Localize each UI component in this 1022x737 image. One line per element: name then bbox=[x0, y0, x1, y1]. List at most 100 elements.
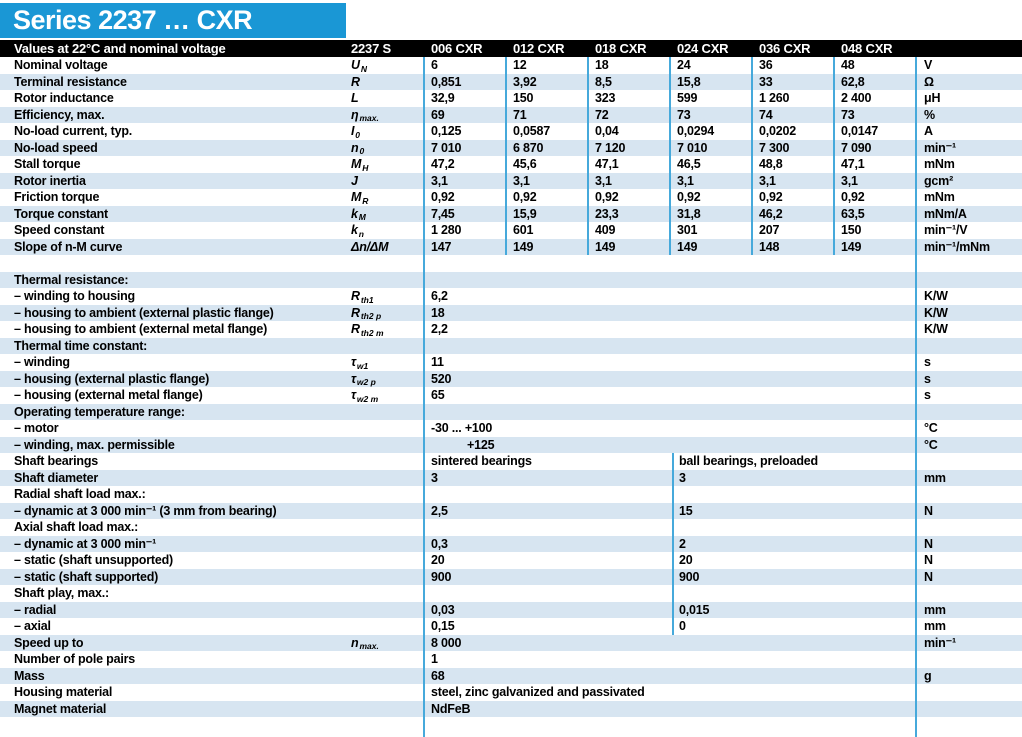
table-header-row: Values at 22°C and nominal voltage 2237 … bbox=[0, 40, 1022, 57]
row-symbol: Rth2 m bbox=[345, 321, 424, 338]
row-symbol bbox=[345, 437, 424, 454]
row-value: 6 bbox=[431, 58, 438, 72]
row-unit: % bbox=[924, 107, 935, 122]
table-row: Axial shaft load max.: bbox=[0, 519, 1022, 536]
row-value: steel, zinc galvanized and passivated bbox=[431, 685, 645, 699]
row-value: 32,9 bbox=[431, 91, 455, 105]
row-value: 18 bbox=[431, 305, 445, 320]
row-label: Axial shaft load max.: bbox=[14, 520, 139, 534]
row-value: 3,1 bbox=[759, 173, 776, 188]
row-value: 6 870 bbox=[513, 140, 544, 155]
row-unit: K/W bbox=[924, 289, 948, 303]
row-value: 7 010 bbox=[677, 140, 708, 155]
column-divider-line bbox=[669, 57, 671, 255]
spacer-row bbox=[0, 717, 1022, 737]
symbol-base: M bbox=[351, 190, 362, 204]
row-value: 3,1 bbox=[513, 173, 530, 188]
row-value: 47,1 bbox=[595, 157, 619, 171]
row-symbol bbox=[345, 701, 424, 718]
row-label: – housing to ambient (external plastic f… bbox=[14, 305, 274, 320]
row-label: Rotor inductance bbox=[14, 91, 114, 105]
row-unit: °C bbox=[924, 437, 938, 452]
row-value-ball: 900 bbox=[679, 569, 700, 584]
row-symbol bbox=[345, 684, 424, 701]
row-unit: A bbox=[924, 124, 933, 138]
row-value: 0,92 bbox=[841, 190, 865, 204]
row-value: 520 bbox=[431, 371, 452, 386]
row-symbol bbox=[345, 338, 424, 355]
row-label: Shaft diameter bbox=[14, 470, 99, 485]
row-value: 0,0147 bbox=[841, 124, 879, 138]
row-value: 48,8 bbox=[759, 157, 783, 171]
row-symbol bbox=[345, 486, 424, 503]
row-symbol bbox=[345, 453, 424, 470]
row-unit: min⁻¹ bbox=[924, 635, 956, 650]
row-value: 45,6 bbox=[513, 157, 537, 171]
row-value: 0,92 bbox=[595, 190, 619, 204]
symbol-base: Δn/ΔM bbox=[351, 239, 389, 254]
row-value: 2,2 bbox=[431, 322, 448, 336]
symbol-subscript: max. bbox=[359, 641, 379, 651]
row-symbol: Rth1 bbox=[345, 288, 424, 305]
row-label: – dynamic at 3 000 min⁻¹ bbox=[14, 536, 157, 551]
row-label: – radial bbox=[14, 602, 57, 617]
column-divider-line bbox=[751, 57, 753, 255]
row-symbol: τw1 bbox=[345, 354, 424, 371]
row-value: 1 260 bbox=[759, 91, 790, 105]
row-symbol: kn bbox=[345, 222, 424, 239]
row-symbol: Δn/ΔM bbox=[345, 239, 424, 256]
row-label: Magnet material bbox=[14, 701, 107, 716]
row-unit: K/W bbox=[924, 322, 948, 336]
row-label: Rotor inertia bbox=[14, 173, 86, 188]
symbol-subscript: w2 p bbox=[356, 377, 376, 387]
table-row: Stall torque MH 47,2 45,6 47,1 46,5 48,8 47,1 mN… bbox=[0, 156, 1022, 173]
row-label: Torque constant bbox=[14, 206, 108, 221]
row-unit: mm bbox=[924, 470, 946, 485]
table-row: Nominal voltage UN 6 12 18 24 36 48 V bbox=[0, 57, 1022, 74]
row-unit: mNm/A bbox=[924, 206, 967, 221]
symbol-subscript: 0 bbox=[355, 129, 361, 140]
row-label: Efficiency, max. bbox=[14, 107, 105, 122]
row-value: 0,92 bbox=[759, 190, 783, 204]
symbol-subscript: M bbox=[358, 212, 366, 222]
row-value: 0,92 bbox=[677, 190, 701, 204]
table-row: Magnet material NdFeB bbox=[0, 700, 1022, 718]
row-value: 0,125 bbox=[431, 124, 462, 138]
symbol-subscript: N bbox=[360, 63, 367, 74]
row-value: +125 bbox=[467, 437, 495, 452]
row-label: – housing (external metal flange) bbox=[14, 388, 203, 402]
table-row: Rotor inductance L 32,9 150 323 599 1 260 2 400… bbox=[0, 90, 1022, 107]
row-value: 150 bbox=[513, 91, 534, 105]
row-value: 149 bbox=[513, 239, 534, 254]
symbol-base: n bbox=[351, 635, 359, 650]
row-value: -30 ... +100 bbox=[431, 421, 493, 435]
header-variant-018: 018 CXR bbox=[595, 41, 647, 56]
row-symbol: R bbox=[345, 74, 424, 91]
row-label: Nominal voltage bbox=[14, 58, 108, 72]
symbol-base: U bbox=[351, 58, 360, 72]
row-label: No-load speed bbox=[14, 140, 98, 155]
row-value-sintered: 0,15 bbox=[431, 619, 455, 633]
row-value: 599 bbox=[677, 91, 698, 105]
row-value: 1 bbox=[431, 652, 438, 666]
row-symbol: I0 bbox=[345, 123, 424, 140]
table-row: Radial shaft load max.: bbox=[0, 486, 1022, 503]
row-label: Slope of n-M curve bbox=[14, 239, 123, 254]
row-value: 149 bbox=[841, 239, 862, 254]
row-value: 601 bbox=[513, 223, 534, 237]
row-value: 8 000 bbox=[431, 635, 462, 650]
row-label: – winding, max. permissible bbox=[14, 437, 175, 452]
row-symbol: MR bbox=[345, 189, 424, 206]
row-unit: N bbox=[924, 553, 933, 567]
row-value: 6,2 bbox=[431, 289, 448, 303]
row-label: Shaft bearings bbox=[14, 454, 99, 468]
header-variant-006: 006 CXR bbox=[431, 41, 483, 56]
symbol-base: M bbox=[351, 157, 362, 171]
symbol-base: J bbox=[351, 173, 358, 188]
table-row: – axial 0,15 0 mm bbox=[0, 618, 1022, 635]
symbol-subscript: n bbox=[358, 228, 364, 239]
symbol-base: R bbox=[351, 289, 360, 303]
row-value: 18 bbox=[595, 58, 609, 72]
symbol-column-divider-line bbox=[423, 57, 425, 737]
row-value: 74 bbox=[759, 107, 773, 122]
